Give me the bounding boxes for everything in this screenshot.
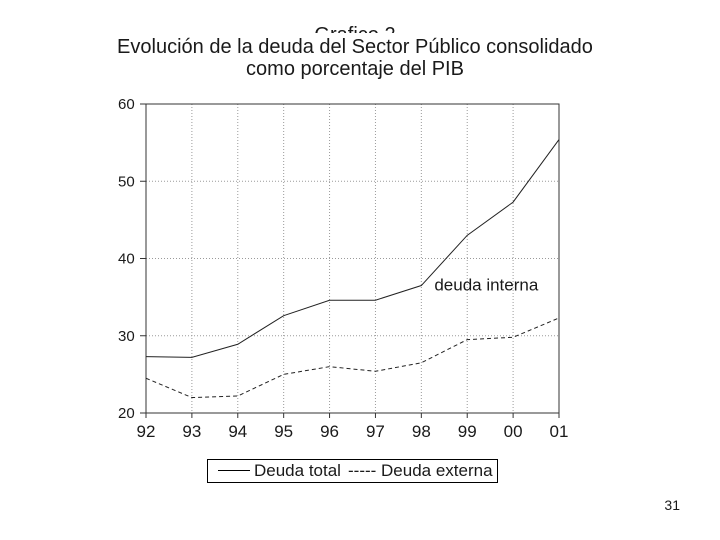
y-tick-label: 40 — [118, 251, 135, 268]
y-tick-label: 20 — [118, 405, 135, 422]
x-tick-label: 99 — [458, 422, 477, 441]
x-tick-label: 94 — [228, 422, 247, 441]
y-tick-label: 50 — [118, 173, 135, 190]
series-line-deuda-total — [145, 139, 560, 358]
chart-legend: Deuda total ----- Deuda externa — [207, 459, 498, 483]
x-tick-label: 95 — [274, 422, 293, 441]
x-tick-label: 92 — [137, 422, 156, 441]
chart-title-line-2: como porcentaje del PIB — [246, 58, 464, 80]
y-tick-label: 30 — [118, 328, 135, 345]
x-tick-label: 98 — [412, 422, 431, 441]
annotation-deuda-interna: deuda interna — [434, 276, 539, 295]
y-tick-label: 60 — [118, 96, 135, 113]
x-tick-label: 97 — [366, 422, 385, 441]
legend-swatch-deuda-total — [218, 470, 250, 471]
legend-label-deuda-externa: ----- Deuda externa — [348, 461, 493, 480]
page-number: 31 — [664, 497, 680, 513]
legend-label-deuda-total: Deuda total — [254, 461, 341, 480]
x-tick-label: 93 — [182, 422, 201, 441]
chart-number-label: Grafico 2 — [0, 13, 710, 33]
series-line-deuda-externa — [145, 317, 560, 399]
chart-title-line-1: Evolución de la deuda del Sector Público… — [117, 36, 593, 58]
x-tick-label: 01 — [550, 422, 569, 441]
x-tick-label: 96 — [320, 422, 339, 441]
x-tick-label: 00 — [504, 422, 523, 441]
